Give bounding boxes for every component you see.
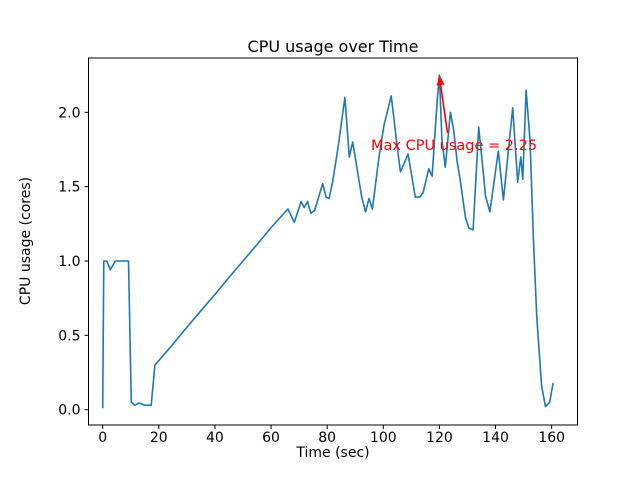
y-tick-label: 2.0 bbox=[58, 105, 80, 121]
y-tick-label: 1.5 bbox=[58, 180, 80, 196]
y-axis-label-text: CPU usage (cores) bbox=[18, 176, 34, 306]
x-tick-label: 140 bbox=[482, 430, 509, 446]
y-tick-label: 0.5 bbox=[58, 328, 80, 344]
x-tick-label: 160 bbox=[538, 430, 565, 446]
annotation-arrow-shaft bbox=[439, 85, 449, 134]
x-tick-label: 80 bbox=[318, 430, 336, 446]
y-tick-label: 0.0 bbox=[58, 403, 80, 419]
x-tick-label: 0 bbox=[98, 430, 107, 446]
x-tick-label: 100 bbox=[370, 430, 397, 446]
max-annotation-label: Max CPU usage = 2.25 bbox=[371, 138, 538, 154]
x-tick-label: 20 bbox=[150, 430, 168, 446]
y-tick-label: 1.0 bbox=[58, 254, 80, 270]
data-line bbox=[101, 74, 554, 409]
x-axis-label: Time (sec) bbox=[296, 445, 370, 461]
x-tick-label: 60 bbox=[262, 430, 280, 446]
plot-border bbox=[88, 57, 578, 426]
annotation-arrow-head bbox=[436, 75, 445, 86]
x-tick-label: 40 bbox=[206, 430, 224, 446]
x-tick-label: 120 bbox=[426, 430, 453, 446]
chart-title: CPU usage over Time bbox=[247, 37, 419, 56]
